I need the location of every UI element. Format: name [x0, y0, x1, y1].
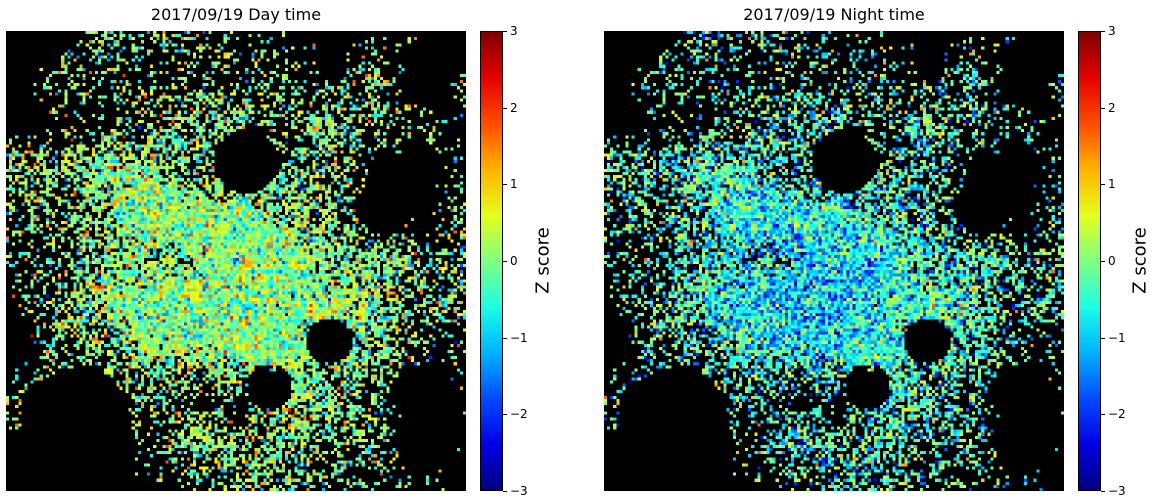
colorbar-tick-label: 3: [1108, 24, 1116, 38]
colorbar-tick-label: −1: [510, 331, 528, 345]
colorbar-tickmark: [1101, 414, 1105, 415]
colorbar-tick-label: −3: [510, 484, 528, 498]
colorbar-tickmark: [1101, 261, 1105, 262]
colorbar-tick-label: −3: [1108, 484, 1126, 498]
colorbar-tick-label: 0: [510, 254, 518, 268]
colorbar-tick-label: −2: [510, 407, 528, 421]
colorbar-tick-label: 2: [1108, 101, 1116, 115]
colorbar-tick-label: 2: [510, 101, 518, 115]
colorbar-tickmark: [503, 414, 507, 415]
colorbar-tick-label: −1: [1108, 331, 1126, 345]
colorbar-tick-label: 1: [1108, 177, 1116, 191]
heatmap-night: [604, 31, 1064, 491]
colorbar-tickmark: [503, 31, 507, 32]
colorbar-tickmark: [1101, 184, 1105, 185]
colorbar-tick-label: −2: [1108, 407, 1126, 421]
heatmap-day: [6, 31, 466, 491]
colorbar-tickmark: [503, 261, 507, 262]
colorbar-tick-label: 3: [510, 24, 518, 38]
colorbar-tickmark: [503, 184, 507, 185]
colorbar-tick-label: 0: [1108, 254, 1116, 268]
colorbar-tickmark: [1101, 491, 1105, 492]
colorbar-tickmark: [1101, 108, 1105, 109]
colorbar-tickmark: [1101, 31, 1105, 32]
colorbar-day: [480, 31, 503, 491]
colorbar-tickmark: [503, 338, 507, 339]
colorbar-tick-label: 1: [510, 177, 518, 191]
colorbar-tickmark: [503, 108, 507, 109]
chart-title-day: 2017/09/19 Day time: [150, 5, 322, 24]
colorbar-tickmark: [1101, 338, 1105, 339]
colorbar-tickmark: [503, 491, 507, 492]
chart-title-night: 2017/09/19 Night time: [743, 5, 925, 24]
colorbar-label-night: Z score: [1129, 227, 1151, 294]
colorbar-label-day: Z score: [532, 227, 554, 294]
colorbar-night: [1078, 31, 1101, 491]
